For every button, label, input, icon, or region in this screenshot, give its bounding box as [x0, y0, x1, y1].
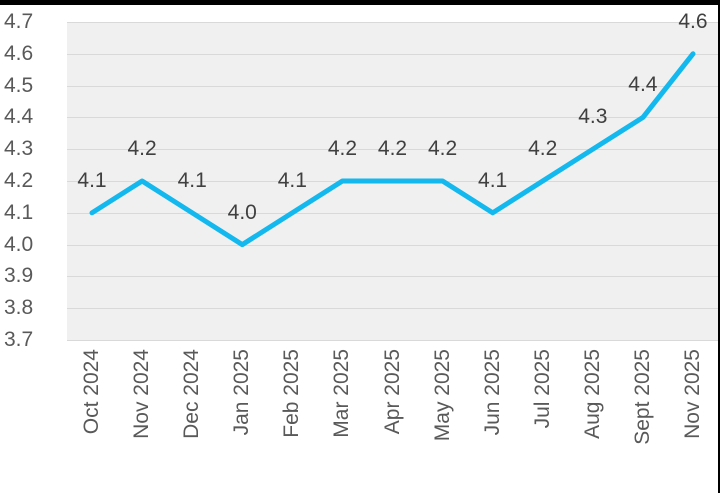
y-tick-label: 3.8	[4, 296, 34, 320]
line-series	[89, 51, 696, 248]
y-tick-label: 4.2	[4, 169, 34, 192]
data-label: 4.1	[177, 168, 207, 192]
y-tick-label: 4.6	[4, 41, 34, 65]
y-tick-label: 4.0	[4, 232, 34, 256]
x-tick-label: Oct 2024	[80, 349, 104, 435]
x-tick-label: Jan 2025	[230, 349, 254, 436]
data-label: 4.2	[127, 137, 157, 160]
gridline	[67, 276, 718, 277]
gridline	[67, 54, 718, 55]
data-label: 4.2	[528, 137, 558, 160]
y-tick-label: 4.5	[4, 73, 34, 97]
y-tick-label: 4.7	[4, 10, 34, 33]
x-tick-label: Feb 2025	[280, 349, 304, 438]
x-tick-label: Jul 2025	[530, 349, 554, 429]
y-tick-label: 3.7	[4, 328, 34, 351]
data-label: 4.4	[628, 73, 658, 97]
x-tick-label: Apr 2025	[380, 349, 404, 435]
x-tick-label: Dec 2024	[180, 349, 204, 439]
data-label: 4.1	[77, 168, 107, 192]
gridline	[67, 117, 718, 118]
x-tick-label: Nov 2025	[680, 349, 704, 439]
data-label: 4.2	[427, 137, 458, 160]
x-tick-label: Nov 2024	[130, 349, 154, 439]
x-tick-label: Aug 2025	[580, 349, 604, 439]
y-tick-label: 4.3	[4, 137, 34, 161]
data-label: 4.2	[327, 137, 358, 160]
data-label: 4.1	[478, 168, 508, 192]
gridline	[67, 340, 718, 341]
data-label: 4.1	[277, 168, 307, 192]
plot-area	[67, 22, 718, 341]
x-tick-label: May 2025	[430, 349, 454, 442]
gridline	[67, 86, 718, 87]
x-tick-label: Sept 2025	[630, 349, 654, 445]
window-edge-right	[718, 0, 720, 493]
x-tick-label: Mar 2025	[330, 349, 354, 438]
data-label: 4.6	[678, 9, 708, 33]
x-tick-label: Jun 2025	[480, 349, 504, 436]
y-tick-label: 4.4	[4, 105, 34, 129]
data-label: 4.2	[377, 137, 408, 160]
gridline	[67, 308, 718, 309]
gridline	[67, 22, 718, 23]
data-label: 4.0	[227, 200, 257, 224]
gridline	[67, 245, 718, 246]
line-series-svg	[89, 51, 696, 248]
y-tick-label: 4.1	[4, 200, 34, 224]
gridline	[67, 149, 718, 150]
window-edge-top	[0, 0, 720, 5]
gridline	[67, 213, 718, 214]
y-tick-label: 3.9	[4, 264, 34, 288]
data-label: 4.3	[578, 105, 608, 129]
